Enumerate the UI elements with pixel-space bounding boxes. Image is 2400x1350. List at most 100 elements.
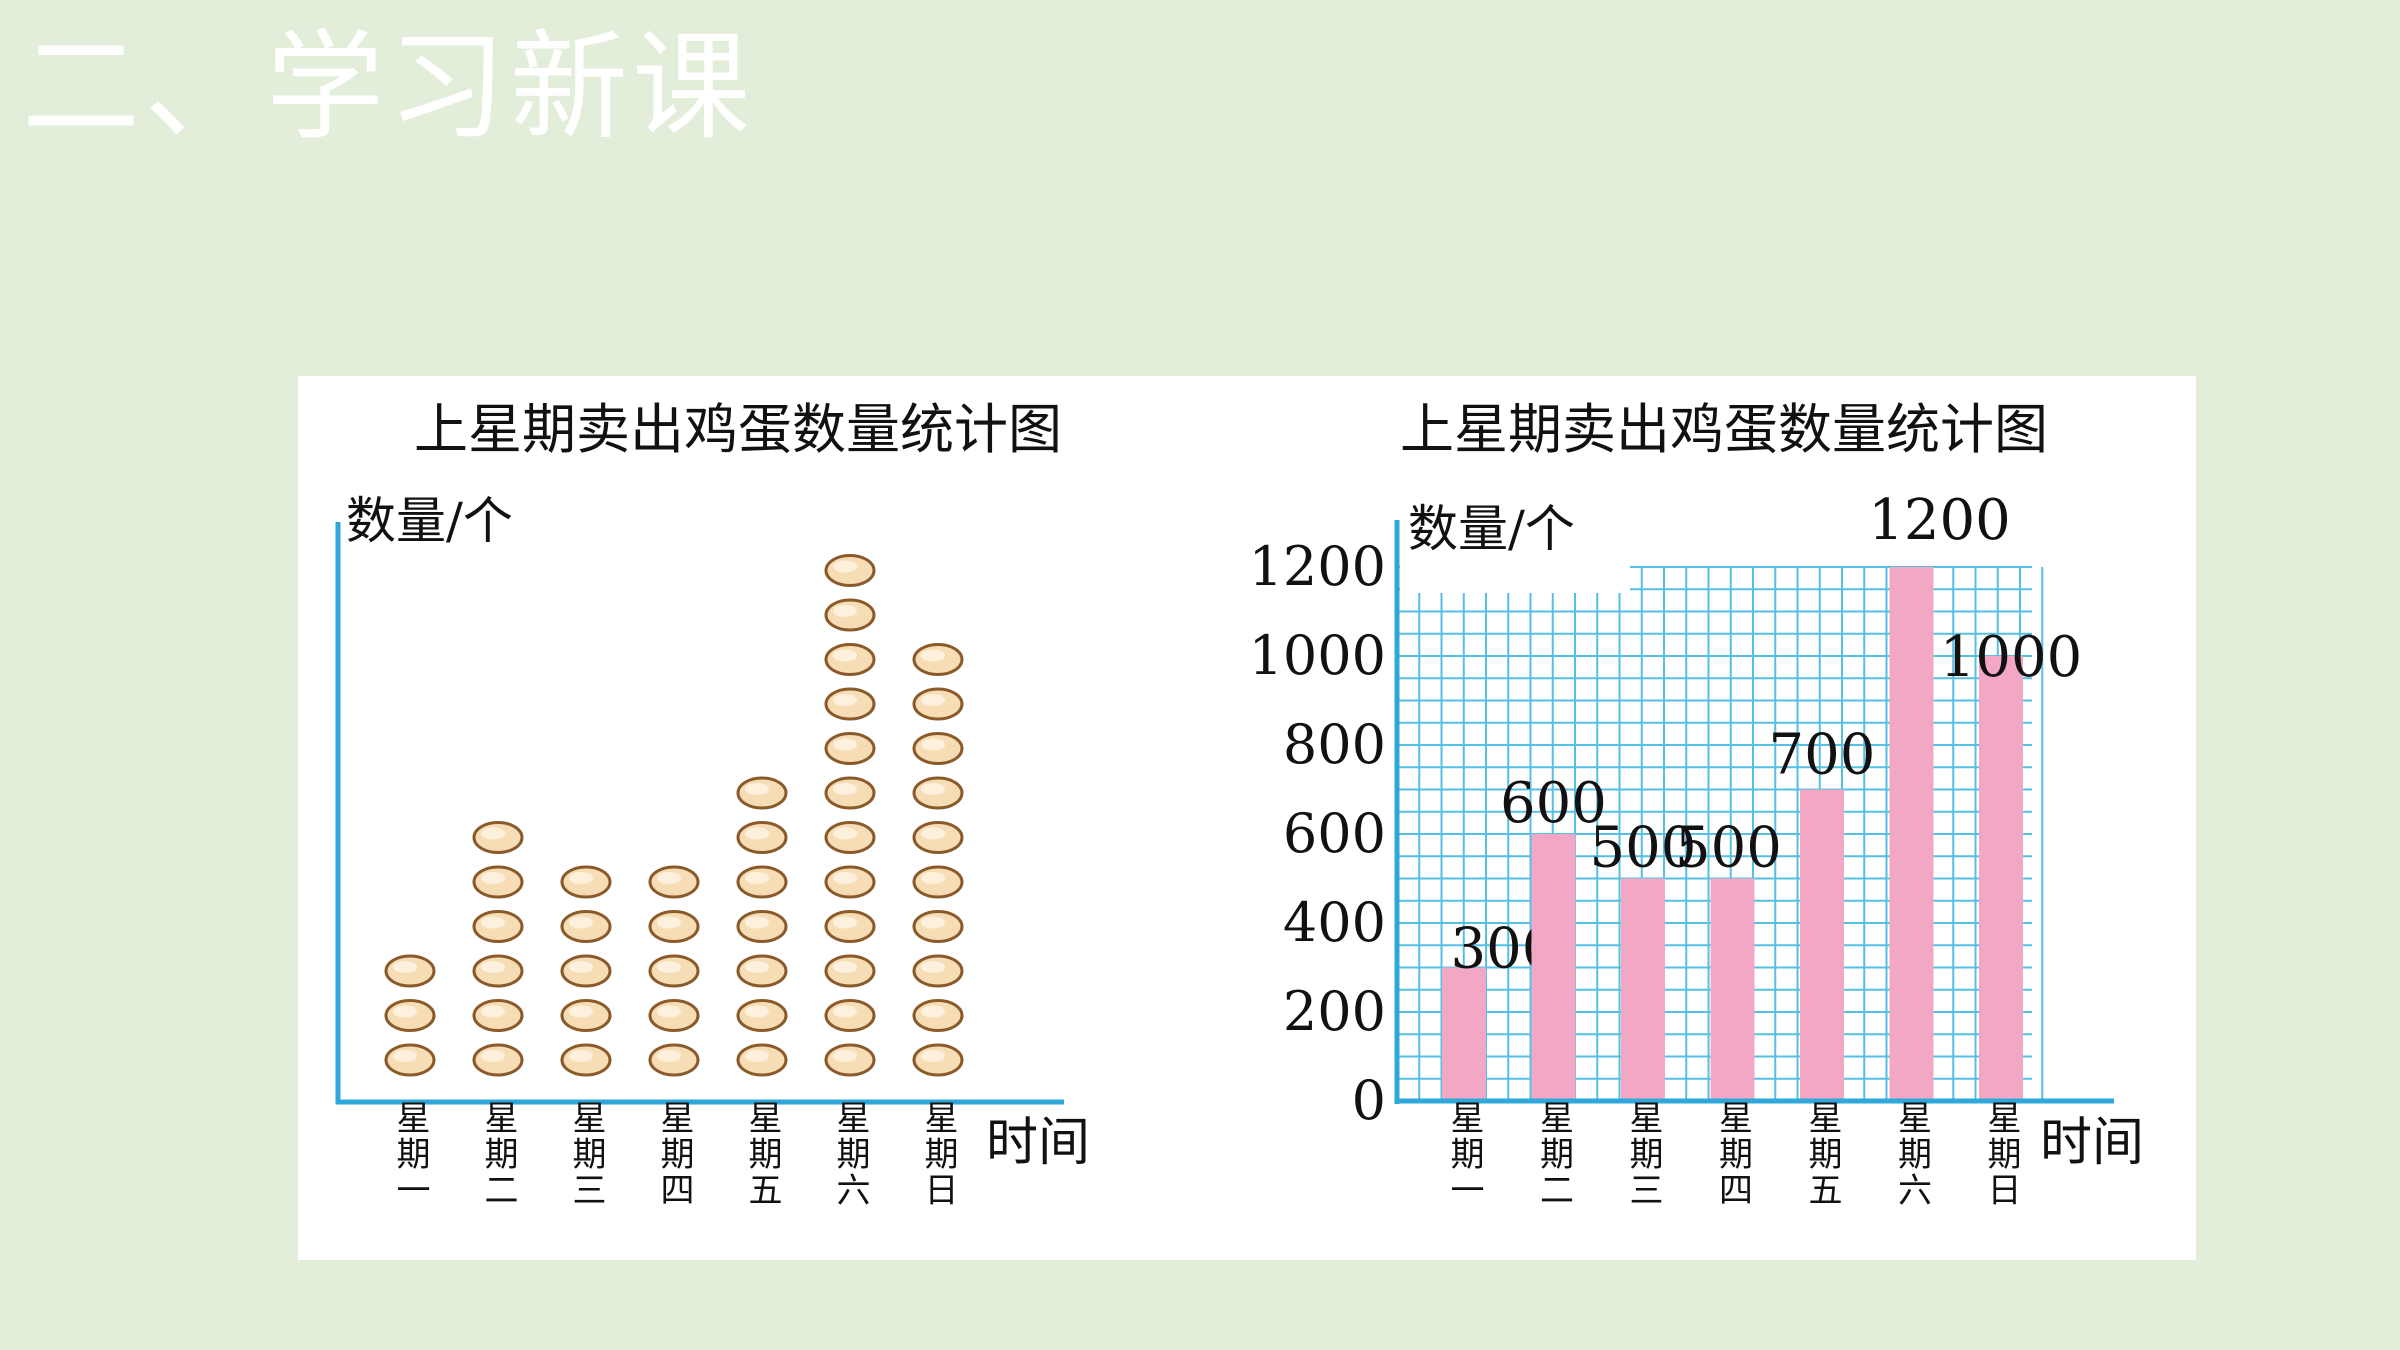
egg-highlight xyxy=(569,872,593,884)
egg-highlight xyxy=(481,1005,505,1018)
bar-value-label: 500 xyxy=(1675,816,1782,881)
pictograph-day-label: 星期三 xyxy=(566,1100,606,1208)
egg-highlight xyxy=(569,1005,593,1018)
pictograph-day-labels: 星期一 星期二 星期三 星期四 星期五 星期六 星期日 xyxy=(390,1100,958,1208)
bar-chart-day-label: 星期四 xyxy=(1713,1100,1753,1208)
bar-chart-title: 上星期卖出鸡蛋数量统计图 xyxy=(1400,398,2048,461)
egg-highlight xyxy=(657,1005,681,1018)
y-tick-label: 600 xyxy=(1283,802,1386,865)
y-tick-label: 800 xyxy=(1283,713,1386,776)
bar-chart-ylabel: 数量/个 xyxy=(1408,500,1575,558)
bar xyxy=(1889,567,1934,1101)
y-tick-label: 1000 xyxy=(1249,624,1386,687)
egg-column xyxy=(384,954,436,1077)
egg-highlight xyxy=(657,1050,681,1062)
egg-highlight xyxy=(657,961,681,973)
pictograph-ylabel: 数量/个 xyxy=(346,492,513,550)
egg-highlight xyxy=(833,827,857,840)
egg-highlight xyxy=(481,1050,505,1062)
egg-highlight xyxy=(833,783,857,795)
y-tick-label: 0 xyxy=(1352,1069,1386,1132)
bar-chart: 上星期卖出鸡蛋数量统计图 数量/个 3006005005007001200100… xyxy=(1249,398,2144,1208)
egg-highlight xyxy=(833,738,857,751)
bar-chart-day-label: 星期一 xyxy=(1444,1100,1484,1208)
pictograph-xlabel: 时间 xyxy=(986,1113,1090,1173)
y-tick-label: 200 xyxy=(1283,980,1386,1043)
egg-column xyxy=(648,865,700,1077)
egg-highlight xyxy=(657,916,681,929)
egg-highlight xyxy=(833,1050,857,1062)
bar-value-label: 1200 xyxy=(1868,488,2011,553)
egg-highlight xyxy=(833,560,857,573)
bar xyxy=(1979,656,2023,1101)
bar-value-label: 700 xyxy=(1769,723,1876,788)
bar xyxy=(1710,878,1755,1101)
egg-column xyxy=(560,865,612,1077)
egg-column xyxy=(736,776,788,1077)
egg-column xyxy=(912,643,964,1077)
egg-highlight xyxy=(657,872,681,884)
egg-highlight xyxy=(921,738,945,751)
bar xyxy=(1800,789,1844,1101)
y-tick-label: 400 xyxy=(1283,891,1386,954)
section-heading: 二、学习新课 xyxy=(22,18,755,156)
bar-value-label: 600 xyxy=(1500,771,1607,836)
egg-highlight xyxy=(745,961,769,973)
egg-highlight xyxy=(921,827,945,840)
pictograph-title: 上星期卖出鸡蛋数量统计图 xyxy=(414,398,1062,461)
bar-chart-day-label: 星期六 xyxy=(1892,1100,1932,1208)
pictograph-day-label: 星期四 xyxy=(654,1100,694,1208)
egg-column xyxy=(472,821,524,1077)
egg-highlight xyxy=(393,961,417,973)
egg-highlight xyxy=(745,1005,769,1018)
egg-highlight xyxy=(745,783,769,795)
pictograph-chart: 上星期卖出鸡蛋数量统计图 数量/个 星期一 星期二 星期三 星期四 星期五 星期六 星期日 … xyxy=(335,398,1090,1208)
egg-highlight xyxy=(833,694,857,706)
egg-highlight xyxy=(481,872,505,884)
bar-chart-day-label: 星期二 xyxy=(1534,1100,1574,1208)
egg-highlight xyxy=(393,1050,417,1062)
egg-highlight xyxy=(745,916,769,929)
bar-chart-xlabel: 时间 xyxy=(2040,1113,2144,1173)
bar-chart-day-label: 星期五 xyxy=(1802,1100,1842,1208)
egg-highlight xyxy=(921,1050,945,1062)
pictograph-day-label: 星期六 xyxy=(830,1100,870,1208)
egg-highlight xyxy=(745,872,769,884)
bar xyxy=(1531,834,1576,1101)
egg-column xyxy=(824,554,876,1077)
egg-highlight xyxy=(569,1050,593,1062)
bar-chart-y-ticks: 0 200 400 600 800 1000 1200 xyxy=(1249,535,1386,1132)
egg-highlight xyxy=(569,916,593,929)
egg-highlight xyxy=(921,961,945,973)
bar-chart-day-label: 星期日 xyxy=(1981,1100,2021,1208)
bar-value-label: 500 xyxy=(1590,816,1697,881)
egg-highlight xyxy=(921,916,945,929)
egg-highlight xyxy=(833,872,857,884)
egg-columns xyxy=(384,554,964,1077)
egg-highlight xyxy=(921,694,945,706)
bar xyxy=(1621,878,1665,1101)
egg-highlight xyxy=(481,827,505,840)
egg-highlight xyxy=(833,916,857,929)
y-tick-label: 1200 xyxy=(1249,535,1386,598)
egg-highlight xyxy=(921,872,945,884)
egg-highlight xyxy=(833,961,857,973)
egg-highlight xyxy=(481,916,505,929)
pictograph-day-label: 星期日 xyxy=(918,1100,958,1208)
egg-highlight xyxy=(921,649,945,662)
egg-highlight xyxy=(921,1005,945,1018)
bar-chart-day-label: 星期三 xyxy=(1623,1100,1663,1208)
pictograph-day-label: 星期五 xyxy=(742,1100,782,1208)
charts-svg: 上星期卖出鸡蛋数量统计图 数量/个 星期一 星期二 星期三 星期四 星期五 星期六 星期日 … xyxy=(335,398,2144,1208)
egg-highlight xyxy=(833,1005,857,1018)
egg-highlight xyxy=(833,649,857,662)
pictograph-day-label: 星期二 xyxy=(478,1100,518,1208)
bar-chart-day-labels: 星期一 星期二 星期三 星期四 星期五 星期六 星期日 xyxy=(1444,1100,2021,1208)
egg-highlight xyxy=(745,827,769,840)
egg-highlight xyxy=(481,961,505,973)
pictograph-day-label: 星期一 xyxy=(390,1100,430,1208)
ylabel-backdrop xyxy=(1400,531,1630,593)
bar xyxy=(1442,967,1486,1101)
egg-highlight xyxy=(393,1005,417,1018)
